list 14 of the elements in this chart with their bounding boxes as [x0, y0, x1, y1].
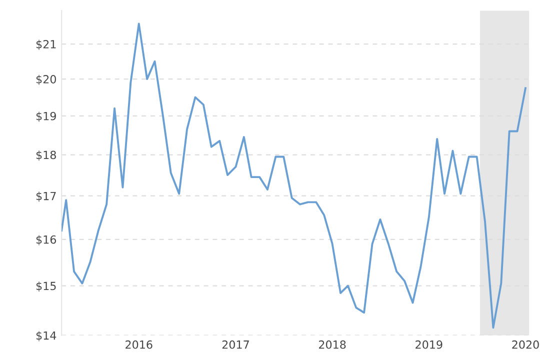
x-tick-label: 2019 — [416, 340, 442, 349]
x-tick-label: 2017 — [222, 340, 249, 349]
y-tick-label: $18 — [36, 150, 56, 161]
y-tick-label: $14 — [36, 331, 56, 342]
x-tick-label: 2020 — [512, 340, 539, 349]
y-tick-label: $21 — [36, 40, 56, 50]
x-tick-label: 2018 — [318, 340, 346, 349]
y-tick-label: $17 — [36, 192, 56, 202]
y-tick-label: $20 — [36, 74, 56, 85]
y-tick-label: $16 — [36, 235, 56, 246]
line-series — [62, 22, 526, 329]
y-tick-label: $15 — [36, 282, 56, 292]
y-tick-label: $19 — [36, 112, 56, 122]
x-tick-label: 2016 — [126, 340, 152, 349]
